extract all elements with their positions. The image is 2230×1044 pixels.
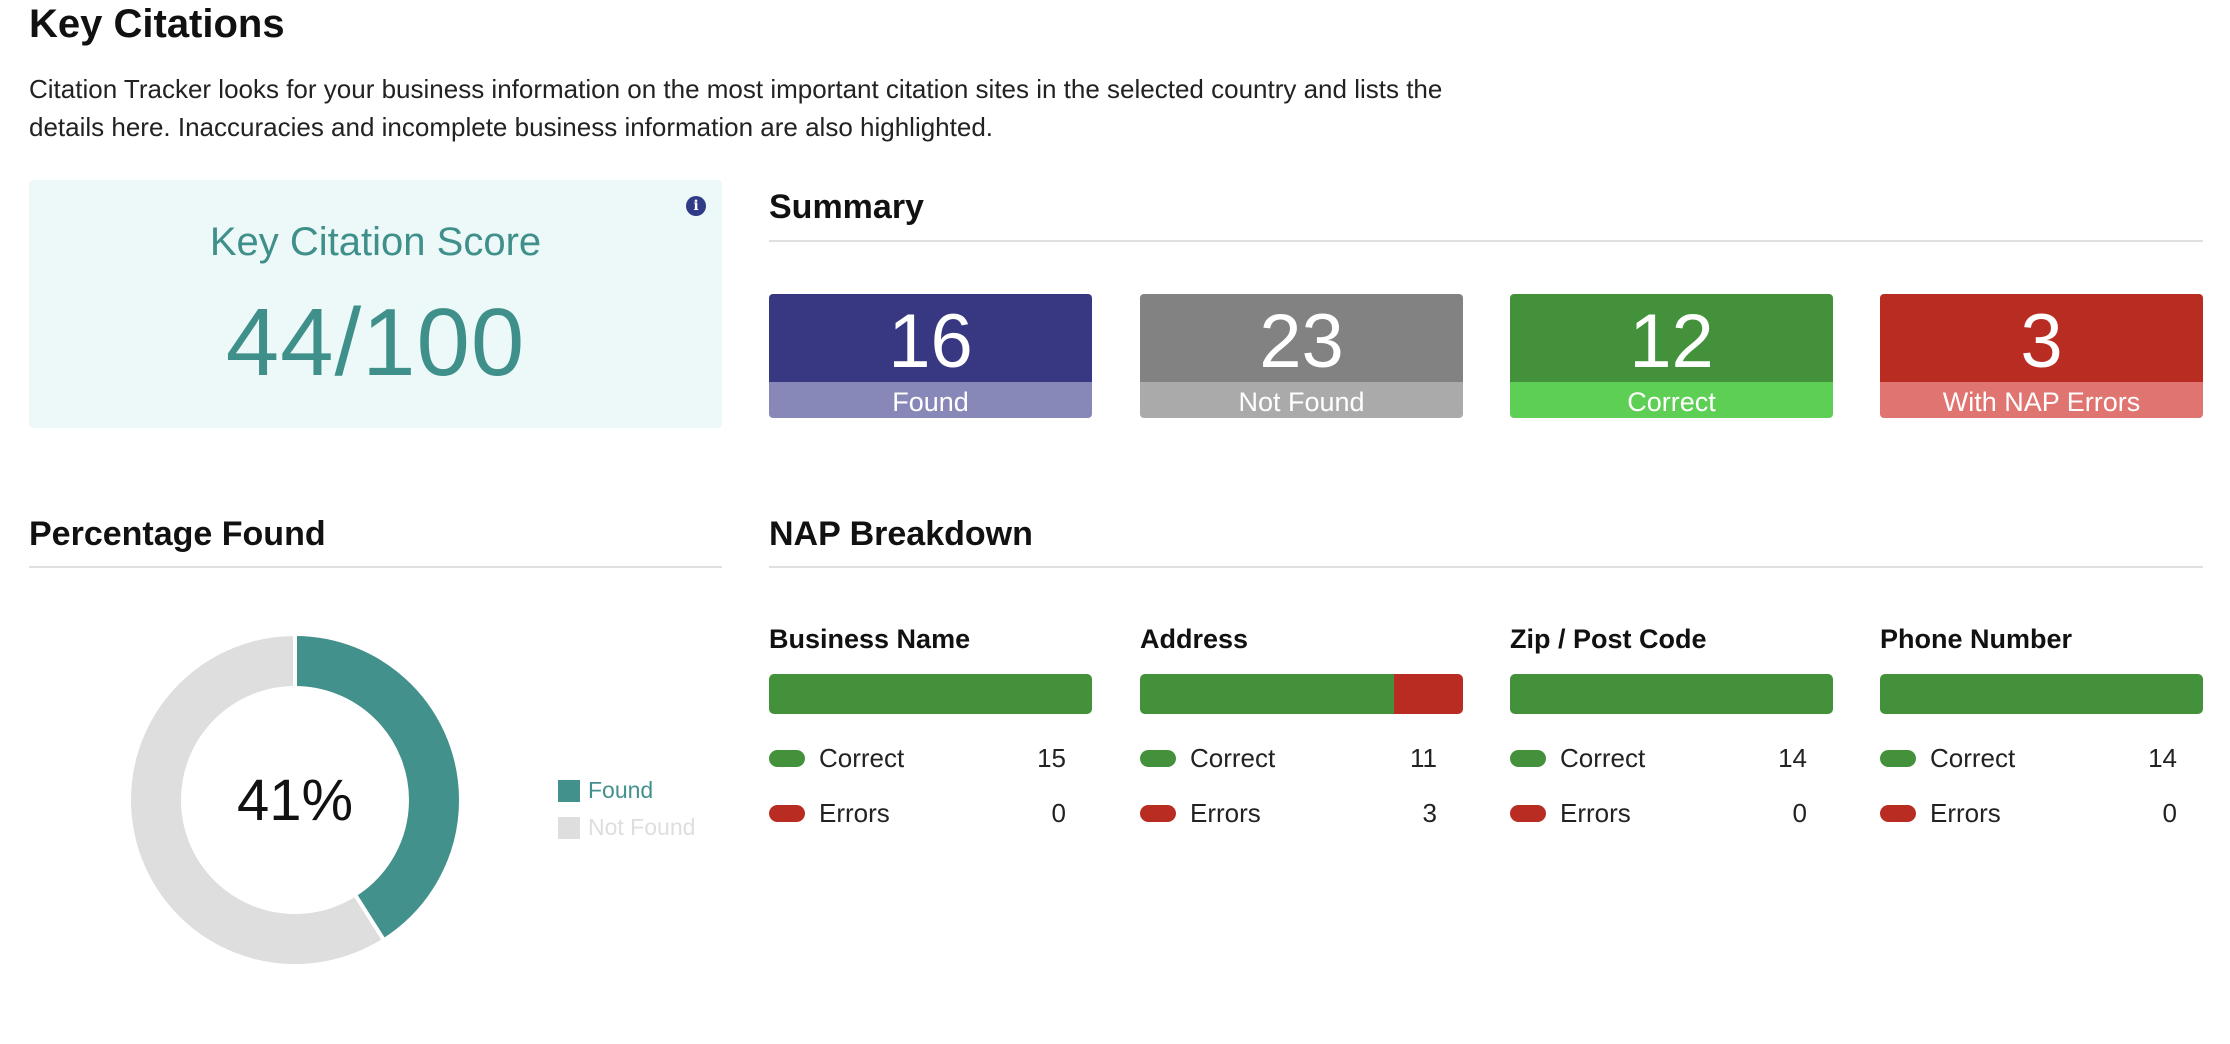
nap-correct-row: Correct 14 bbox=[1880, 742, 2203, 774]
nap-ratio-bar bbox=[1880, 674, 2203, 714]
nap-correct-bar bbox=[1880, 674, 2203, 714]
correct-label: Correct bbox=[819, 742, 905, 773]
correct-label: Correct bbox=[1190, 742, 1276, 773]
errors-label: Errors bbox=[1930, 797, 2001, 828]
legend-swatch bbox=[558, 779, 580, 802]
error-indicator bbox=[1140, 804, 1176, 822]
nap-error-bar bbox=[1393, 674, 1463, 714]
correct-indicator bbox=[1880, 749, 1916, 767]
tile-value: 3 bbox=[1880, 294, 2203, 384]
tile-label: Correct bbox=[1510, 382, 1833, 418]
errors-count: 0 bbox=[1051, 797, 1066, 828]
nap-ratio-bar bbox=[1140, 674, 1463, 714]
nap-column-title: Phone Number bbox=[1880, 624, 2073, 654]
error-indicator bbox=[769, 804, 805, 822]
found-tile: 16 Found bbox=[769, 294, 1092, 418]
nap-correct-row: Correct 14 bbox=[1510, 742, 1833, 774]
nap-errors-row: Errors 3 bbox=[1140, 797, 1463, 829]
correct-label: Correct bbox=[1560, 742, 1646, 773]
score-label: Key Citation Score bbox=[209, 220, 542, 264]
tile-label: Found bbox=[769, 382, 1092, 418]
correct-label: Correct bbox=[1930, 742, 2016, 773]
errors-count: 0 bbox=[1792, 797, 1807, 828]
legend-label: Not Found bbox=[588, 814, 696, 840]
error-indicator bbox=[1510, 804, 1546, 822]
legend-label: Found bbox=[588, 777, 654, 803]
tile-value: 23 bbox=[1140, 294, 1463, 384]
nap-correct-row: Correct 11 bbox=[1140, 742, 1463, 774]
tile-label: With NAP Errors bbox=[1880, 382, 2203, 418]
score-value: 44/100 bbox=[225, 289, 526, 396]
nap-breakdown-heading: NAP Breakdown bbox=[769, 515, 2203, 568]
nap-correct-bar bbox=[1510, 674, 1833, 714]
summary-heading: Summary bbox=[769, 188, 2203, 242]
errors-count: 3 bbox=[1422, 797, 1437, 828]
percentage-donut-chart: 41% bbox=[131, 635, 459, 964]
donut-legend: Found Not Found bbox=[558, 772, 695, 846]
legend-swatch bbox=[558, 816, 580, 839]
errors-label: Errors bbox=[819, 797, 890, 828]
nap-errors-row: Errors 0 bbox=[1510, 797, 1833, 829]
tile-label: Not Found bbox=[1140, 382, 1463, 418]
correct-tile: 12 Correct bbox=[1510, 294, 1833, 418]
correct-count: 15 bbox=[1037, 742, 1066, 773]
nap-correct-bar bbox=[769, 674, 1092, 714]
correct-count: 14 bbox=[2148, 742, 2177, 773]
correct-indicator bbox=[1510, 749, 1546, 767]
correct-count: 14 bbox=[1778, 742, 1807, 773]
nap-ratio-bar bbox=[1510, 674, 1833, 714]
error-indicator bbox=[1880, 804, 1916, 822]
donut-center-label: 41% bbox=[237, 768, 353, 833]
nap-errors-row: Errors 0 bbox=[769, 797, 1092, 829]
segment-divider bbox=[353, 894, 386, 941]
info-icon[interactable]: i bbox=[686, 196, 706, 216]
percentage-found-heading: Percentage Found bbox=[29, 515, 722, 568]
nap-column-title: Address bbox=[1140, 624, 1249, 654]
legend-item-not-found[interactable]: Not Found bbox=[558, 809, 695, 846]
tile-value: 12 bbox=[1510, 294, 1833, 384]
nap-ratio-bar bbox=[769, 674, 1092, 714]
intro-line: Citation Tracker looks for your business… bbox=[29, 74, 1443, 104]
key-citation-score-card: i Key Citation Score 44/100 bbox=[29, 180, 722, 428]
nap-column-title: Business Name bbox=[769, 624, 971, 654]
errors-label: Errors bbox=[1560, 797, 1631, 828]
page-title: Key Citations bbox=[29, 2, 285, 46]
nap-errors-tile: 3 With NAP Errors bbox=[1880, 294, 2203, 418]
nap-column-phone-number: Phone Number Correct 14 Errors 0 bbox=[1880, 624, 2203, 829]
errors-label: Errors bbox=[1190, 797, 1261, 828]
nap-column-business-name: Business Name Correct 15 Errors 0 bbox=[769, 624, 1092, 829]
nap-errors-row: Errors 0 bbox=[1880, 797, 2203, 829]
correct-indicator bbox=[1140, 749, 1176, 767]
errors-count: 0 bbox=[2162, 797, 2177, 828]
not-found-tile: 23 Not Found bbox=[1140, 294, 1463, 418]
correct-indicator bbox=[769, 749, 805, 767]
intro-text: Citation Tracker looks for your business… bbox=[29, 70, 1509, 146]
nap-column-title: Zip / Post Code bbox=[1510, 624, 1707, 654]
intro-line: details here. Inaccuracies and incomplet… bbox=[29, 112, 994, 142]
nap-correct-row: Correct 15 bbox=[769, 742, 1092, 774]
nap-correct-bar bbox=[1140, 674, 1394, 714]
correct-count: 11 bbox=[1410, 742, 1437, 773]
nap-column-address: Address Correct 11 Errors 3 bbox=[1140, 624, 1463, 829]
tile-value: 16 bbox=[769, 294, 1092, 384]
legend-item-found[interactable]: Found bbox=[558, 772, 695, 809]
nap-column-zip-post-code: Zip / Post Code Correct 14 Errors 0 bbox=[1510, 624, 1833, 829]
